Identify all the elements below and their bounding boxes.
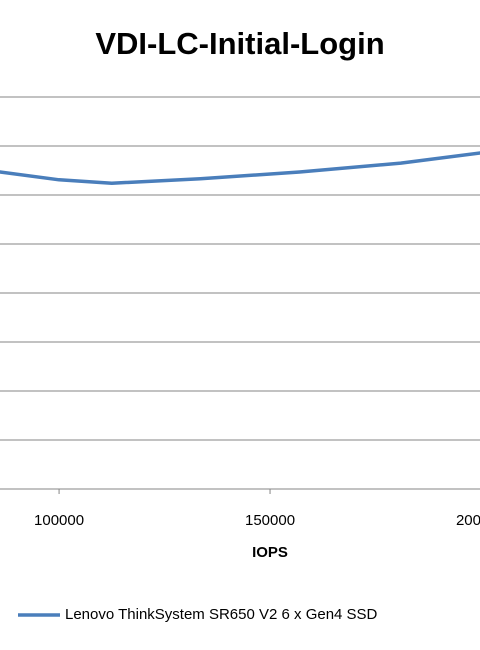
- legend-label: Lenovo ThinkSystem SR650 V2 6 x Gen4 SSD: [65, 606, 378, 623]
- x-tick-label: 100000: [34, 512, 84, 529]
- x-axis-title: IOPS: [252, 544, 288, 561]
- x-tick-label: 150000: [245, 512, 295, 529]
- data-line: [0, 151, 480, 185]
- chart-title: VDI-LC-Initial-Login: [95, 26, 384, 61]
- x-tick-label: 200000: [456, 512, 480, 529]
